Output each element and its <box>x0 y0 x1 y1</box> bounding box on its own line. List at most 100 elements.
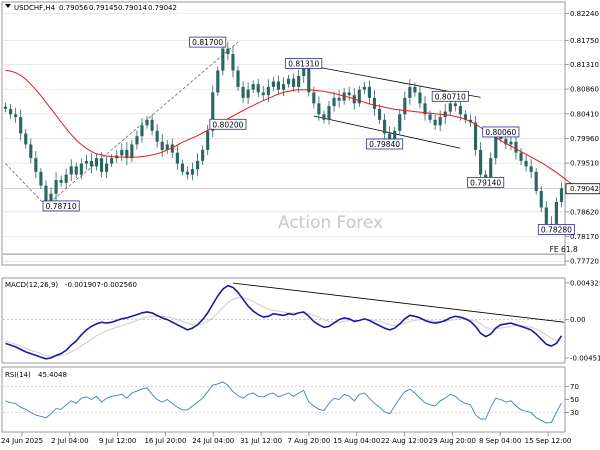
rsi-axis: 70 50 30 <box>565 383 579 417</box>
candle-body <box>362 86 366 90</box>
price-label-box <box>42 200 80 212</box>
candle-body <box>206 130 210 150</box>
candle-body <box>64 174 68 183</box>
candle-body <box>165 144 169 150</box>
candle-body <box>49 193 53 202</box>
candle-body <box>519 152 523 161</box>
candle-body <box>226 48 230 55</box>
rsi-line <box>5 381 562 424</box>
candle-body <box>403 97 407 115</box>
candle-body <box>297 75 301 87</box>
time-tick-label: 31 Jul 12:00 <box>240 437 282 445</box>
macd-tick-label: 0.004325 <box>570 279 600 287</box>
candle-body <box>276 81 281 90</box>
price-tick-label: 0.81310 <box>570 61 599 69</box>
candle-body <box>14 114 18 118</box>
candle-body <box>39 171 43 186</box>
candle-body <box>393 130 397 142</box>
price-label: 0.78710 <box>46 202 77 211</box>
candle-body <box>479 149 483 175</box>
low-value: 0.79014 <box>118 4 147 12</box>
candle-body <box>155 130 159 142</box>
candle-body <box>74 166 78 175</box>
candle-body <box>105 163 109 172</box>
macd-tick-label: 0.00 <box>570 316 586 324</box>
candle-body <box>312 92 316 104</box>
candlestick-series <box>3 42 564 231</box>
channel-lower-line <box>313 115 461 149</box>
price-tick-label: 0.79960 <box>570 135 599 143</box>
price-label: 0.79840 <box>369 140 400 149</box>
candle-body <box>251 84 255 90</box>
rsi-panel-frame <box>1 366 566 433</box>
macd-signal-line <box>5 297 562 357</box>
price-label: 0.80710 <box>435 92 466 101</box>
price-tick-label: 0.78620 <box>570 208 599 216</box>
macd-axis: 0.004325 0.00 -0.004511 <box>565 279 600 362</box>
candle-body <box>463 114 468 120</box>
candle-body <box>559 188 564 202</box>
macd-series <box>5 282 565 360</box>
candle-body <box>554 201 558 224</box>
time-tick-label: 7 Aug 20:00 <box>288 437 331 445</box>
candle-body <box>79 163 83 175</box>
moving-average-layer <box>5 70 572 185</box>
candle-body <box>448 103 452 112</box>
time-tick-label: 16 Jul 20:00 <box>144 437 186 445</box>
macd-panel-frame <box>1 277 566 364</box>
candle-body <box>489 158 493 181</box>
time-axis: 24 Jun 2025 2 Jul 04:00 9 Jul 12:00 16 Jul … <box>1 432 571 445</box>
macd-trendline <box>232 282 565 323</box>
rsi-gridlines <box>3 386 564 413</box>
rsi-tick-label: 50 <box>570 396 579 404</box>
price-label: 0.81310 <box>288 59 319 68</box>
candle-body <box>19 117 23 134</box>
candle-body <box>69 166 73 175</box>
candle-body <box>29 144 33 159</box>
price-tick-label: 0.81750 <box>570 37 599 45</box>
close-value: 0.79042 <box>148 4 177 12</box>
watermark: Action Forex <box>278 213 383 233</box>
candle-body <box>423 103 427 115</box>
rsi-series <box>5 381 562 424</box>
price-label-box <box>189 36 227 48</box>
time-tick-label: 15 Aug 04:00 <box>333 437 380 445</box>
price-header: USDCHF,H4 0.79056 0.79145 0.79014 0.7904… <box>5 4 177 12</box>
price-axis: 0.82240 0.81750 0.81310 0.80860 0.80410 0.799… <box>565 10 600 266</box>
candle-body <box>544 207 548 224</box>
candle-body <box>44 185 48 202</box>
rsi-tick-label: 70 <box>570 383 579 391</box>
candle-body <box>84 160 88 164</box>
fe-label: FE 61.8 <box>550 245 578 254</box>
macd-tick-label: -0.004511 <box>570 354 600 362</box>
macd-value: -0.001907 <box>65 281 101 289</box>
candle-body <box>494 136 498 159</box>
candle-body <box>286 78 291 85</box>
candle-body <box>377 108 382 120</box>
candle-body <box>398 114 402 131</box>
candle-body <box>534 171 538 192</box>
price-label: 0.81700 <box>192 38 223 47</box>
candle-body <box>211 92 215 131</box>
candle-body <box>140 125 144 137</box>
candle-body <box>150 119 154 131</box>
candle-body <box>3 106 8 109</box>
candle-body <box>372 97 377 109</box>
candle-body <box>99 158 104 172</box>
candle-body <box>201 149 205 161</box>
dropdown-triangle-icon[interactable] <box>5 4 11 8</box>
candle-body <box>54 180 58 194</box>
candle-body <box>221 48 225 71</box>
candle-body <box>428 114 432 120</box>
candle-body <box>539 191 543 208</box>
price-label: 0.79140 <box>470 178 501 187</box>
candle-body <box>94 158 99 167</box>
candle-body <box>271 81 275 87</box>
price-label-box <box>285 58 323 69</box>
candle-body <box>190 169 195 175</box>
time-tick-label: 24 Jun 2025 <box>1 437 43 445</box>
candle-body <box>160 141 164 150</box>
candle-body <box>292 78 296 87</box>
candle-body <box>383 119 387 134</box>
